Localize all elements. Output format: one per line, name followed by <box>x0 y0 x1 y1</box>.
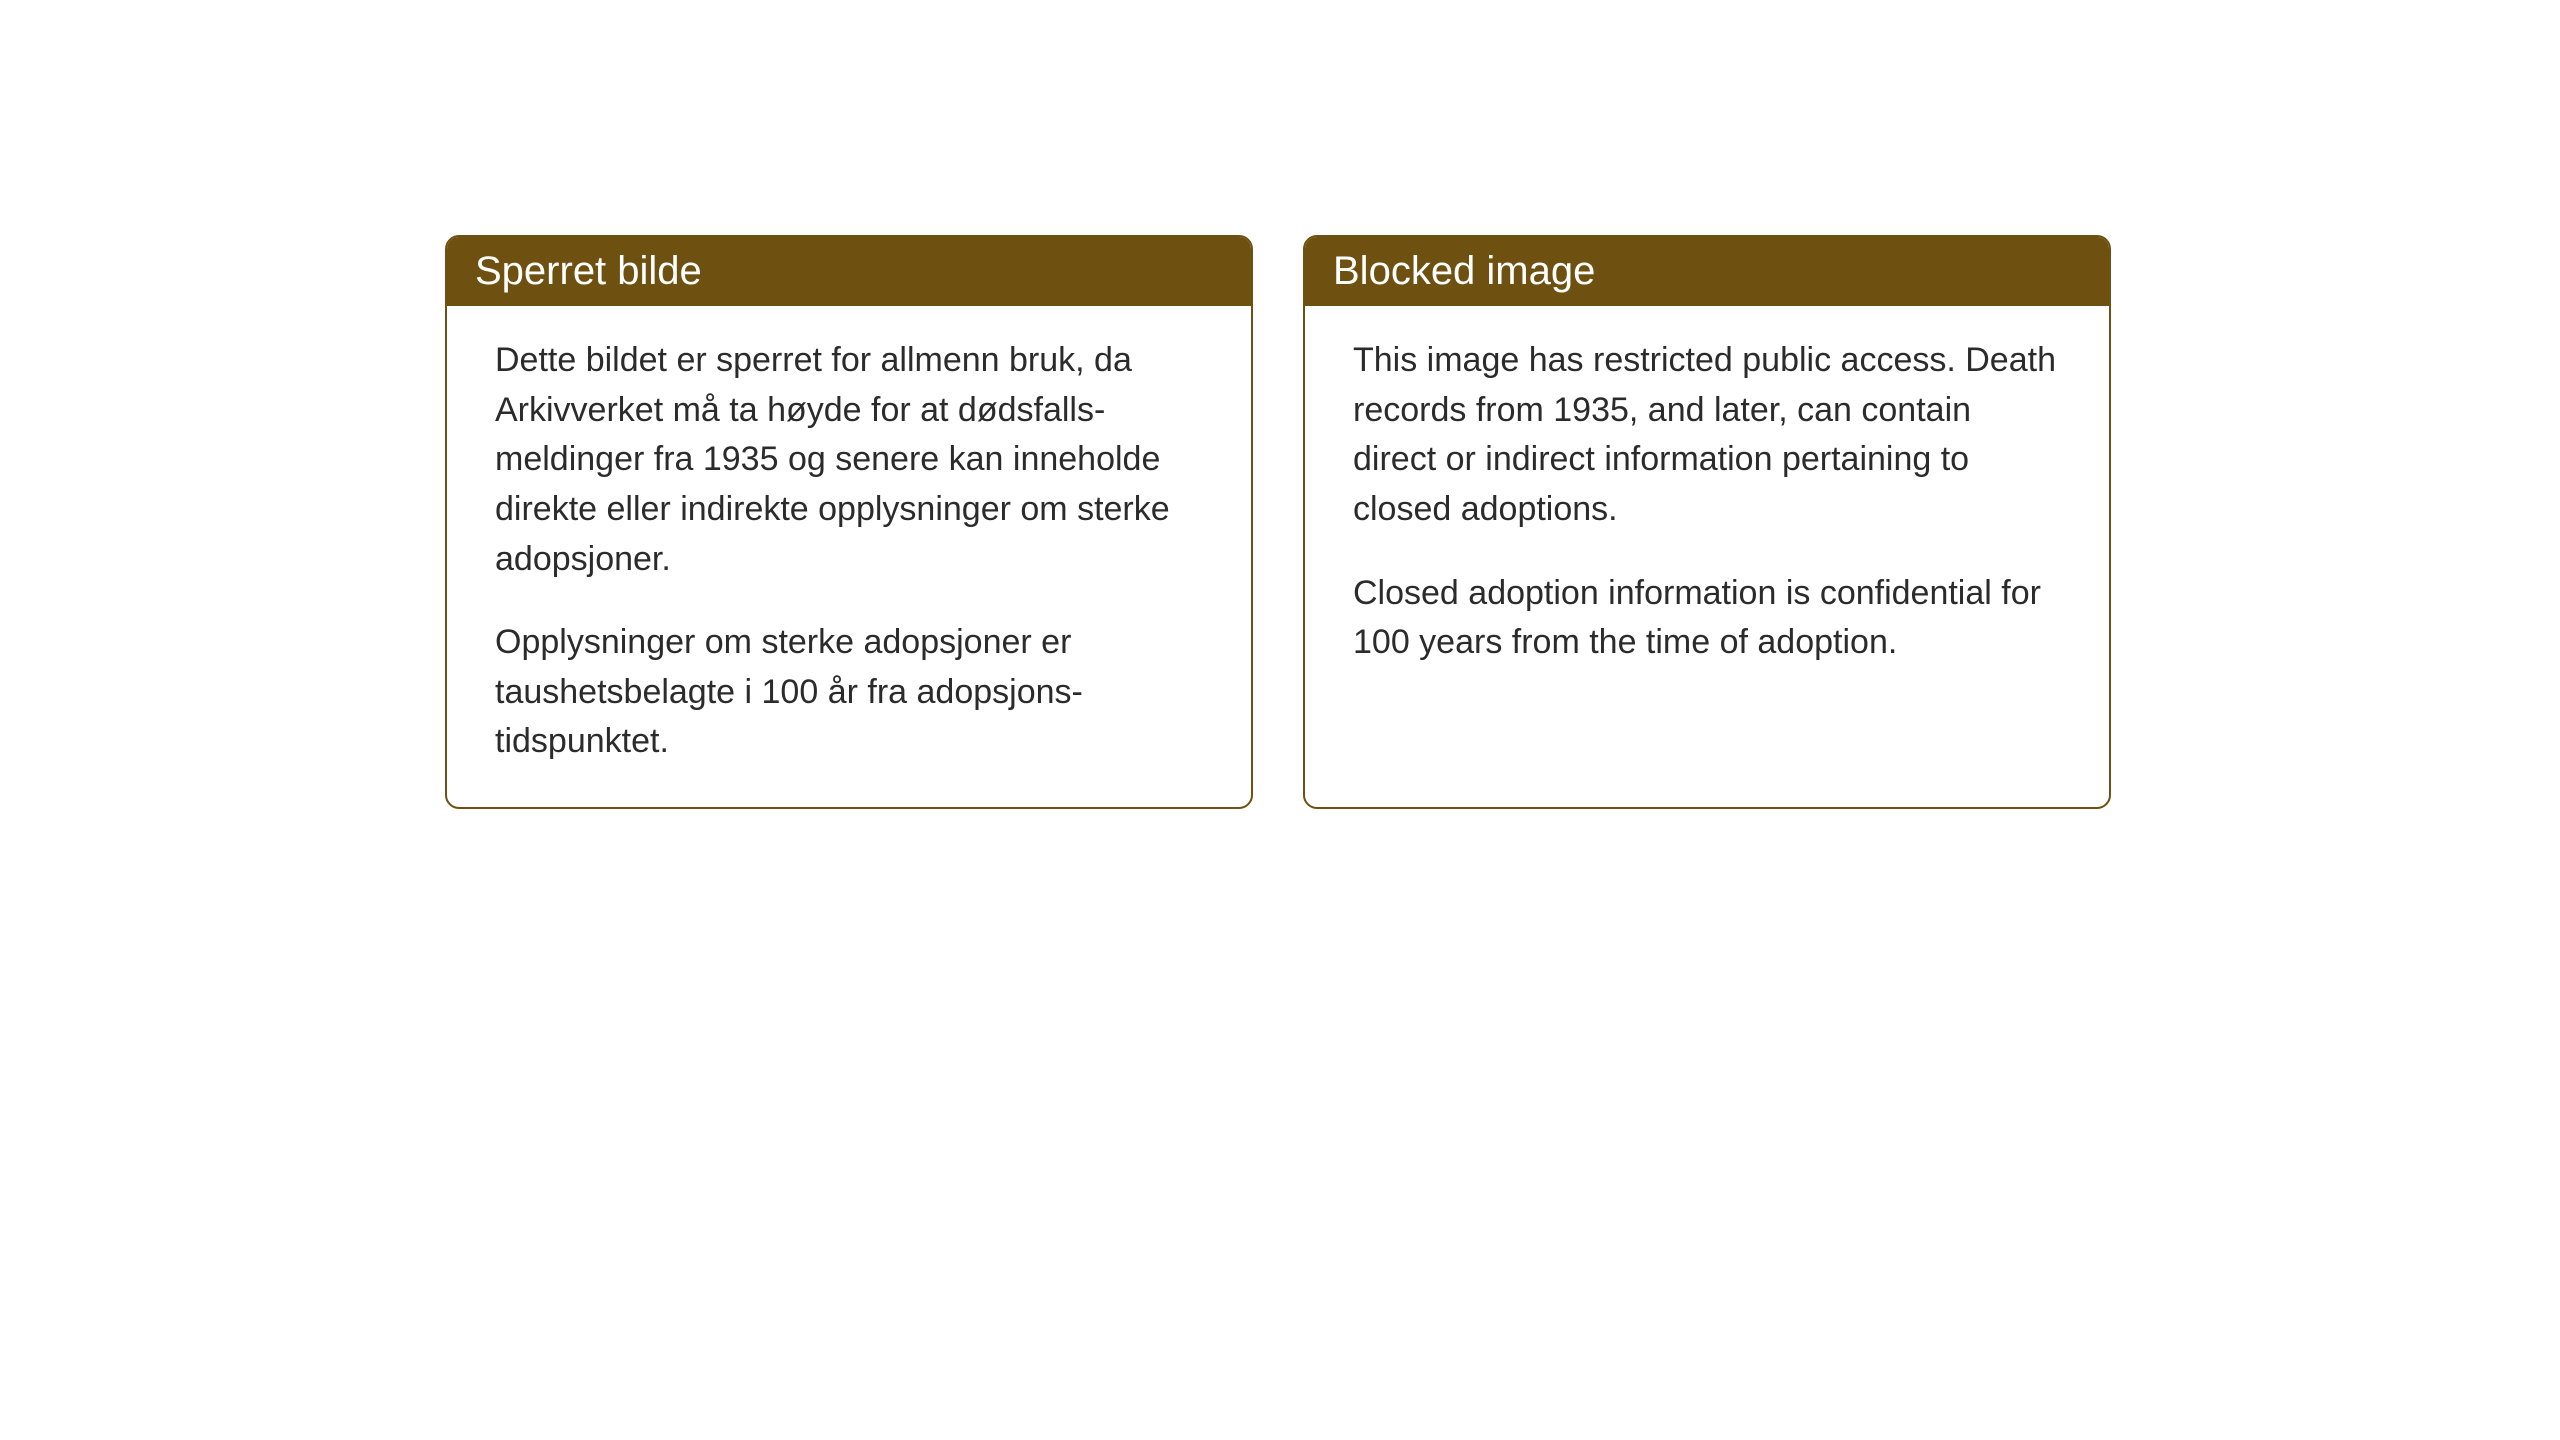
card-body-norwegian: Dette bildet er sperret for allmenn bruk… <box>447 306 1251 807</box>
card-title: Sperret bilde <box>475 249 702 293</box>
card-title: Blocked image <box>1333 249 1595 293</box>
notice-card-norwegian: Sperret bilde Dette bildet er sperret fo… <box>445 235 1253 809</box>
card-paragraph: Closed adoption information is confident… <box>1353 569 2061 668</box>
card-body-english: This image has restricted public access.… <box>1305 306 2109 746</box>
notice-cards-container: Sperret bilde Dette bildet er sperret fo… <box>445 235 2111 809</box>
card-paragraph: Opplysninger om sterke adopsjoner er tau… <box>495 618 1203 767</box>
card-paragraph: This image has restricted public access.… <box>1353 336 2061 535</box>
card-header-norwegian: Sperret bilde <box>447 237 1251 306</box>
card-header-english: Blocked image <box>1305 237 2109 306</box>
card-paragraph: Dette bildet er sperret for allmenn bruk… <box>495 336 1203 584</box>
notice-card-english: Blocked image This image has restricted … <box>1303 235 2111 809</box>
